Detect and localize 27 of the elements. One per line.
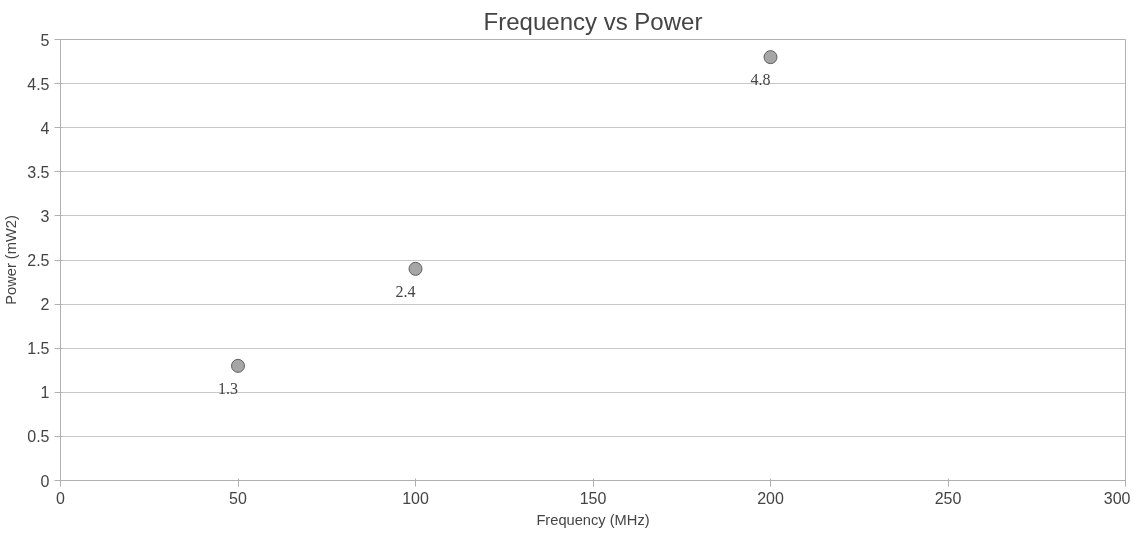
x-tick-label: 250 — [934, 489, 962, 507]
data-label: 2.4 — [395, 282, 416, 300]
x-tick-label: 50 — [229, 489, 247, 507]
point — [763, 50, 778, 65]
chart-title: Frequency vs Power — [483, 7, 703, 35]
y-tick-label: 3.5 — [27, 163, 50, 181]
x-tick-label: 200 — [757, 489, 784, 507]
y-tick-label: 2.5 — [27, 252, 50, 269]
y-tick-label: 4.5 — [27, 75, 50, 93]
data-label: 4.8 — [750, 71, 771, 89]
point — [408, 261, 423, 276]
y-tick-label: 2 — [40, 296, 50, 314]
x-tick-label: 100 — [402, 489, 429, 507]
x-tick-label: 300 — [1103, 489, 1131, 507]
x-tick-label: 150 — [579, 489, 607, 507]
data-label: 1.3 — [218, 379, 238, 397]
y-tick-label: 0.5 — [27, 428, 50, 446]
y-tick-label: 1.5 — [27, 340, 50, 358]
point — [231, 358, 245, 373]
y-tick-label: 0 — [40, 472, 50, 490]
x-axis-title: Frequency (MHz) — [536, 511, 650, 528]
y-tick-label: 4 — [40, 119, 50, 137]
y-tick-label: 5 — [40, 31, 50, 49]
y-tick-label: 3 — [40, 207, 50, 225]
y-axis-title: Power (mW2) — [3, 215, 20, 305]
y-tick-label: 1 — [40, 384, 50, 402]
x-tick-label: 0 — [56, 489, 66, 507]
